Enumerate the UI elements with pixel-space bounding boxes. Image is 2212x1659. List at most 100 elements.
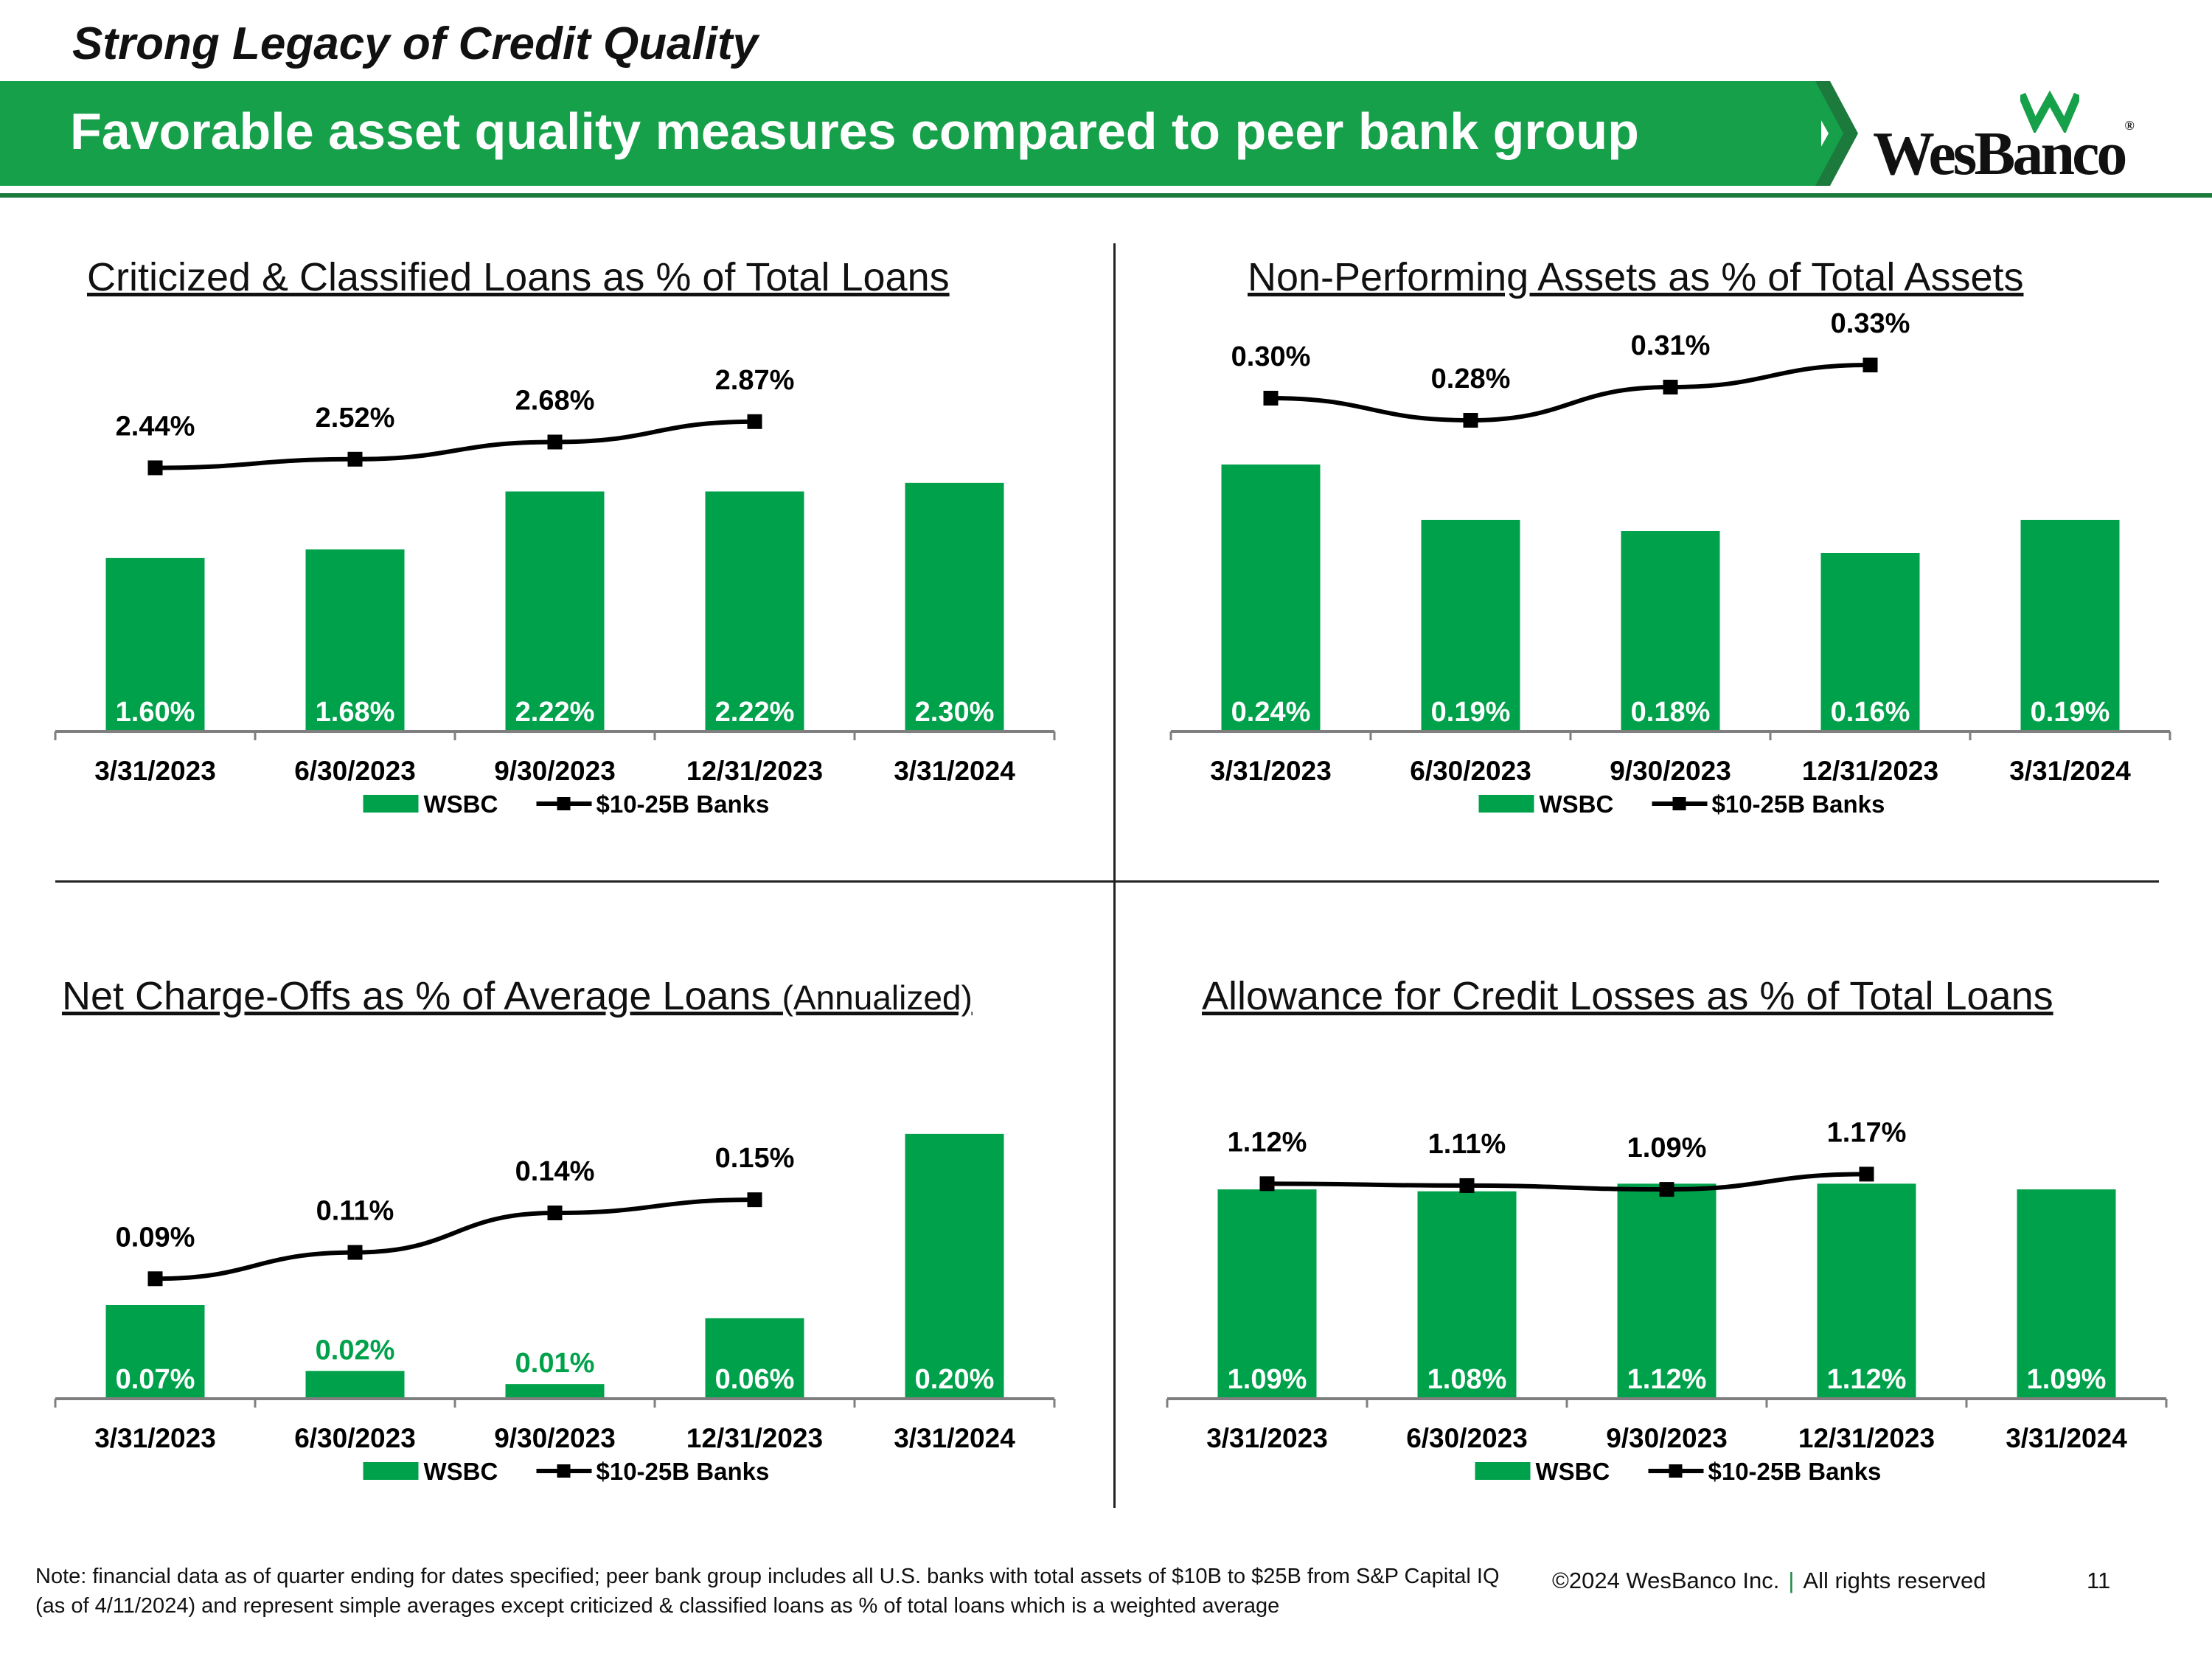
peer-marker-2 bbox=[1663, 380, 1678, 394]
slide-title: Favorable asset quality measures compare… bbox=[70, 102, 1639, 160]
peer-marker-3 bbox=[1859, 1166, 1874, 1182]
peer-line bbox=[1270, 363, 1871, 423]
legend-label-peer: $10-25B Banks bbox=[597, 790, 770, 818]
copyright-text: ©2024 WesBanco Inc. bbox=[1552, 1568, 1780, 1593]
logo-wordmark: WesBanco bbox=[1873, 119, 2127, 188]
legend-label-wsbc: WSBC bbox=[1540, 790, 1614, 818]
bar-label-1: 0.02% bbox=[316, 1335, 395, 1366]
legend-swatch-marker bbox=[1672, 797, 1686, 810]
bar-wsbc-4 bbox=[905, 1133, 1004, 1397]
bar-label-0: 1.09% bbox=[1228, 1364, 1307, 1395]
peer-marker-1 bbox=[347, 451, 363, 467]
bar-wsbc-3 bbox=[1817, 1183, 1916, 1397]
chart-title-allowance: Allowance for Credit Losses as % of Tota… bbox=[1202, 974, 2053, 1018]
bar-label-2: 2.22% bbox=[515, 697, 595, 728]
peer-marker-1 bbox=[347, 1245, 363, 1260]
wesbanco-logo: WesBanco® bbox=[1873, 88, 2138, 188]
peer-label-3: 2.87% bbox=[715, 365, 795, 396]
title-banner bbox=[0, 81, 1821, 186]
peer-marker-0 bbox=[147, 1271, 163, 1287]
legend-label-peer: $10-25B Banks bbox=[597, 1458, 770, 1485]
chart-title-criticized-loans: Criticized & Classified Loans as % of To… bbox=[87, 255, 950, 299]
bar-wsbc-4 bbox=[2020, 520, 2120, 730]
bar-label-4: 0.20% bbox=[915, 1364, 995, 1395]
peer-label-1: 1.11% bbox=[1428, 1129, 1506, 1160]
bar-label-1: 0.19% bbox=[1431, 697, 1511, 728]
x-tick-label-1: 6/30/2023 bbox=[1406, 1423, 1528, 1453]
peer-line bbox=[1267, 1172, 1867, 1192]
bar-label-0: 1.60% bbox=[116, 697, 195, 728]
banner-chevron-icon bbox=[1799, 81, 1858, 186]
legend-label-peer: $10-25B Banks bbox=[1708, 1458, 1882, 1485]
x-tick-label-3: 12/31/2023 bbox=[1802, 756, 1938, 786]
bar-wsbc-4 bbox=[2017, 1189, 2116, 1397]
peer-marker-0 bbox=[147, 460, 163, 476]
peer-label-0: 2.44% bbox=[116, 411, 195, 442]
chart-criticized-loans: 1.60% 1.68% 2.22% 2.22% 2.30% 3/31/2023 6/30/2… bbox=[54, 365, 1056, 818]
x-tick-label-0: 3/31/2023 bbox=[94, 756, 216, 786]
logo-mark-icon bbox=[2020, 90, 2079, 133]
peer-label-2: 2.68% bbox=[515, 385, 595, 416]
x-tick-label-4: 3/31/2024 bbox=[894, 756, 1015, 786]
footnote: Note: financial data as of quarter endin… bbox=[35, 1565, 1500, 1618]
chart-subtitle-annualized: (Annualized) bbox=[782, 978, 973, 1017]
peer-marker-3 bbox=[1863, 358, 1878, 372]
peer-line bbox=[155, 419, 755, 470]
bar-wsbc-2 bbox=[1617, 1183, 1717, 1397]
bar-label-0: 0.07% bbox=[116, 1364, 195, 1395]
peer-line bbox=[155, 1197, 755, 1281]
legend-swatch-wsbc bbox=[363, 795, 419, 813]
bar-wsbc-1 bbox=[305, 549, 405, 730]
bar-label-2: 1.12% bbox=[1627, 1364, 1707, 1395]
bar-label-4: 2.30% bbox=[915, 697, 995, 728]
legend-swatch-wsbc bbox=[363, 1462, 419, 1480]
bar-label-1: 1.68% bbox=[316, 697, 395, 728]
x-tick-label-4: 3/31/2024 bbox=[2006, 1423, 2127, 1453]
bar-wsbc-1 bbox=[1417, 1191, 1517, 1397]
bar-wsbc-1 bbox=[1421, 520, 1520, 730]
legend-label-peer: $10-25B Banks bbox=[1712, 790, 1885, 818]
peer-marker-3 bbox=[747, 414, 762, 429]
x-tick-label-3: 12/31/2023 bbox=[1798, 1423, 1935, 1453]
peer-label-3: 0.15% bbox=[715, 1143, 795, 1174]
peer-label-2: 0.14% bbox=[515, 1156, 595, 1187]
bar-label-2: 0.01% bbox=[515, 1348, 595, 1379]
x-tick-label-3: 12/31/2023 bbox=[686, 1423, 823, 1453]
x-tick-label-2: 9/30/2023 bbox=[1610, 756, 1731, 786]
bar-wsbc-0 bbox=[1217, 1189, 1317, 1397]
slide-kicker: Strong Legacy of Credit Quality bbox=[72, 18, 759, 69]
peer-marker-2 bbox=[547, 1206, 563, 1220]
bar-label-3: 0.06% bbox=[715, 1364, 795, 1395]
chart-npa: 0.24% 0.19% 0.18% 0.16% 0.19% 3/31/2023 6/30/2… bbox=[1169, 308, 2171, 818]
legend-swatch-wsbc bbox=[1478, 795, 1534, 813]
legend-label-wsbc: WSBC bbox=[424, 790, 498, 818]
peer-label-1: 0.28% bbox=[1431, 364, 1511, 394]
peer-label-1: 2.52% bbox=[316, 403, 395, 434]
legend-swatch-marker bbox=[557, 797, 571, 810]
page-number: 11 bbox=[2087, 1568, 2111, 1593]
peer-label-3: 1.17% bbox=[1827, 1117, 1907, 1148]
copyright: ©2024 WesBanco Inc. | All rights reserved bbox=[1552, 1568, 1986, 1594]
legend-swatch-marker bbox=[557, 1464, 571, 1478]
bar-label-3: 2.22% bbox=[715, 697, 795, 728]
bar-wsbc-0 bbox=[105, 557, 205, 730]
logo-registered-mark: ® bbox=[2124, 118, 2135, 133]
chart-allowance: 1.09% 1.08% 1.12% 1.12% 1.09% 3/31/2023 6/30/2… bbox=[1166, 1117, 2168, 1485]
x-tick-label-0: 3/31/2023 bbox=[94, 1423, 216, 1453]
quadrant-divider-vertical bbox=[1113, 243, 1116, 1508]
peer-marker-2 bbox=[547, 434, 563, 450]
bar-wsbc-2 bbox=[1621, 531, 1720, 730]
peer-marker-2 bbox=[1659, 1182, 1674, 1197]
copyright-separator: | bbox=[1788, 1568, 1795, 1593]
x-tick-label-0: 3/31/2023 bbox=[1206, 1423, 1328, 1453]
x-tick-label-3: 12/31/2023 bbox=[686, 756, 823, 786]
bar-wsbc-0 bbox=[1221, 465, 1321, 730]
x-tick-label-1: 6/30/2023 bbox=[294, 756, 416, 786]
bar-label-3: 0.16% bbox=[1831, 697, 1910, 728]
bar-label-0: 0.24% bbox=[1231, 697, 1311, 728]
bar-label-4: 1.09% bbox=[2027, 1364, 2107, 1395]
x-tick-label-2: 9/30/2023 bbox=[494, 756, 616, 786]
chart-title-net-charge-offs: Net Charge-Offs as % of Average Loans (A… bbox=[62, 974, 973, 1018]
quadrant-divider-horizontal bbox=[55, 880, 2159, 883]
peer-marker-1 bbox=[1459, 1178, 1475, 1193]
